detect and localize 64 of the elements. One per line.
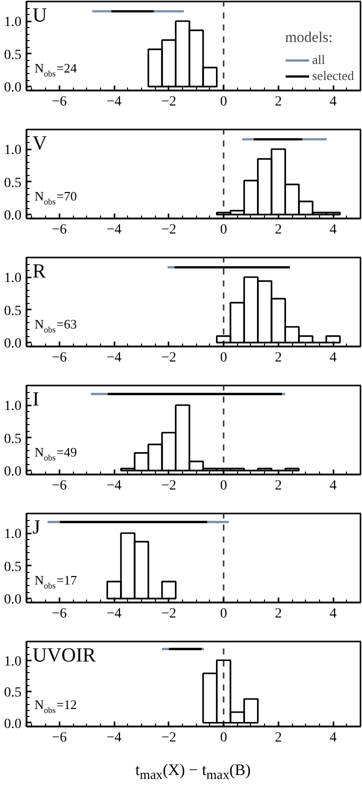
x-tick-label: −2 bbox=[161, 222, 176, 238]
y-tick-label: 0.0 bbox=[4, 208, 22, 224]
x-tick-label: 0 bbox=[220, 606, 228, 622]
y-tick-label: 1.0 bbox=[4, 143, 22, 158]
x-tick-label: 0 bbox=[220, 94, 228, 110]
x-tick-label: −4 bbox=[106, 94, 122, 110]
legend-title: models: bbox=[285, 30, 334, 47]
x-tick-label: −2 bbox=[161, 478, 176, 494]
x-tick-label: 2 bbox=[274, 606, 282, 622]
legend-label: all bbox=[312, 52, 326, 68]
y-tick-label: 0.0 bbox=[4, 464, 22, 480]
chart-title: U bbox=[32, 4, 48, 26]
y-tick-label: 1.0 bbox=[4, 15, 22, 30]
chart-title: V bbox=[32, 132, 48, 154]
x-tick-label: 4 bbox=[330, 350, 337, 366]
y-tick-label: 0.5 bbox=[4, 432, 22, 447]
y-tick-label: 0.0 bbox=[4, 592, 22, 608]
y-tick-label: 0.0 bbox=[4, 80, 22, 96]
x-tick-label: −6 bbox=[52, 478, 67, 494]
x-tick-label: 2 bbox=[274, 222, 282, 238]
x-tick-label: −6 bbox=[52, 222, 67, 238]
x-tick-label: −2 bbox=[161, 730, 176, 746]
y-tick-label: 0.5 bbox=[4, 176, 22, 191]
x-tick-label: 4 bbox=[330, 730, 337, 746]
x-tick-label: 4 bbox=[330, 94, 337, 110]
x-tick-label: −4 bbox=[106, 730, 122, 746]
x-tick-label: 2 bbox=[274, 730, 282, 746]
y-tick-label: 1.0 bbox=[4, 399, 22, 414]
x-tick-label: −2 bbox=[161, 606, 176, 622]
x-tick-label: −6 bbox=[52, 730, 67, 746]
legend-label: selected bbox=[312, 68, 354, 84]
x-tick-label: 4 bbox=[330, 478, 337, 494]
x-tick-label: −4 bbox=[106, 350, 122, 366]
x-tick-label: −6 bbox=[52, 94, 67, 110]
y-tick-label: 1.0 bbox=[4, 654, 22, 670]
x-tick-label: 2 bbox=[274, 478, 282, 494]
x-tick-label: 2 bbox=[274, 350, 282, 366]
y-tick-label: 0.0 bbox=[4, 336, 22, 352]
x-tick-label: −6 bbox=[52, 606, 67, 622]
x-tick-label: −4 bbox=[106, 222, 122, 238]
x-tick-label: 0 bbox=[220, 730, 228, 746]
chart-title: UVOIR bbox=[32, 644, 96, 666]
x-tick-label: −6 bbox=[52, 350, 67, 366]
x-tick-label: 2 bbox=[274, 94, 282, 110]
x-tick-label: −2 bbox=[161, 350, 176, 366]
x-tick-label: 0 bbox=[220, 222, 228, 238]
y-tick-label: 1.0 bbox=[4, 527, 22, 542]
x-tick-label: −2 bbox=[161, 94, 176, 110]
x-tick-label: 4 bbox=[330, 222, 337, 238]
y-tick-label: 0.5 bbox=[4, 560, 22, 575]
y-tick-label: 0.0 bbox=[4, 716, 22, 732]
x-axis-title: t$_{max}$(X) − t$_{max}$(B) bbox=[135, 762, 251, 784]
x-tick-label: 0 bbox=[220, 350, 228, 366]
x-tick-label: −4 bbox=[106, 478, 122, 494]
chart-title: R bbox=[32, 260, 46, 282]
x-tick-label: 4 bbox=[330, 606, 337, 622]
y-tick-label: 0.5 bbox=[4, 304, 22, 319]
x-tick-label: −4 bbox=[106, 606, 122, 622]
chart-title: J bbox=[32, 516, 40, 538]
chart-title: I bbox=[32, 388, 40, 410]
y-tick-label: 0.5 bbox=[4, 686, 22, 700]
x-tick-label: 0 bbox=[220, 478, 228, 494]
y-tick-label: 1.0 bbox=[4, 271, 22, 286]
y-tick-label: 0.5 bbox=[4, 48, 22, 63]
